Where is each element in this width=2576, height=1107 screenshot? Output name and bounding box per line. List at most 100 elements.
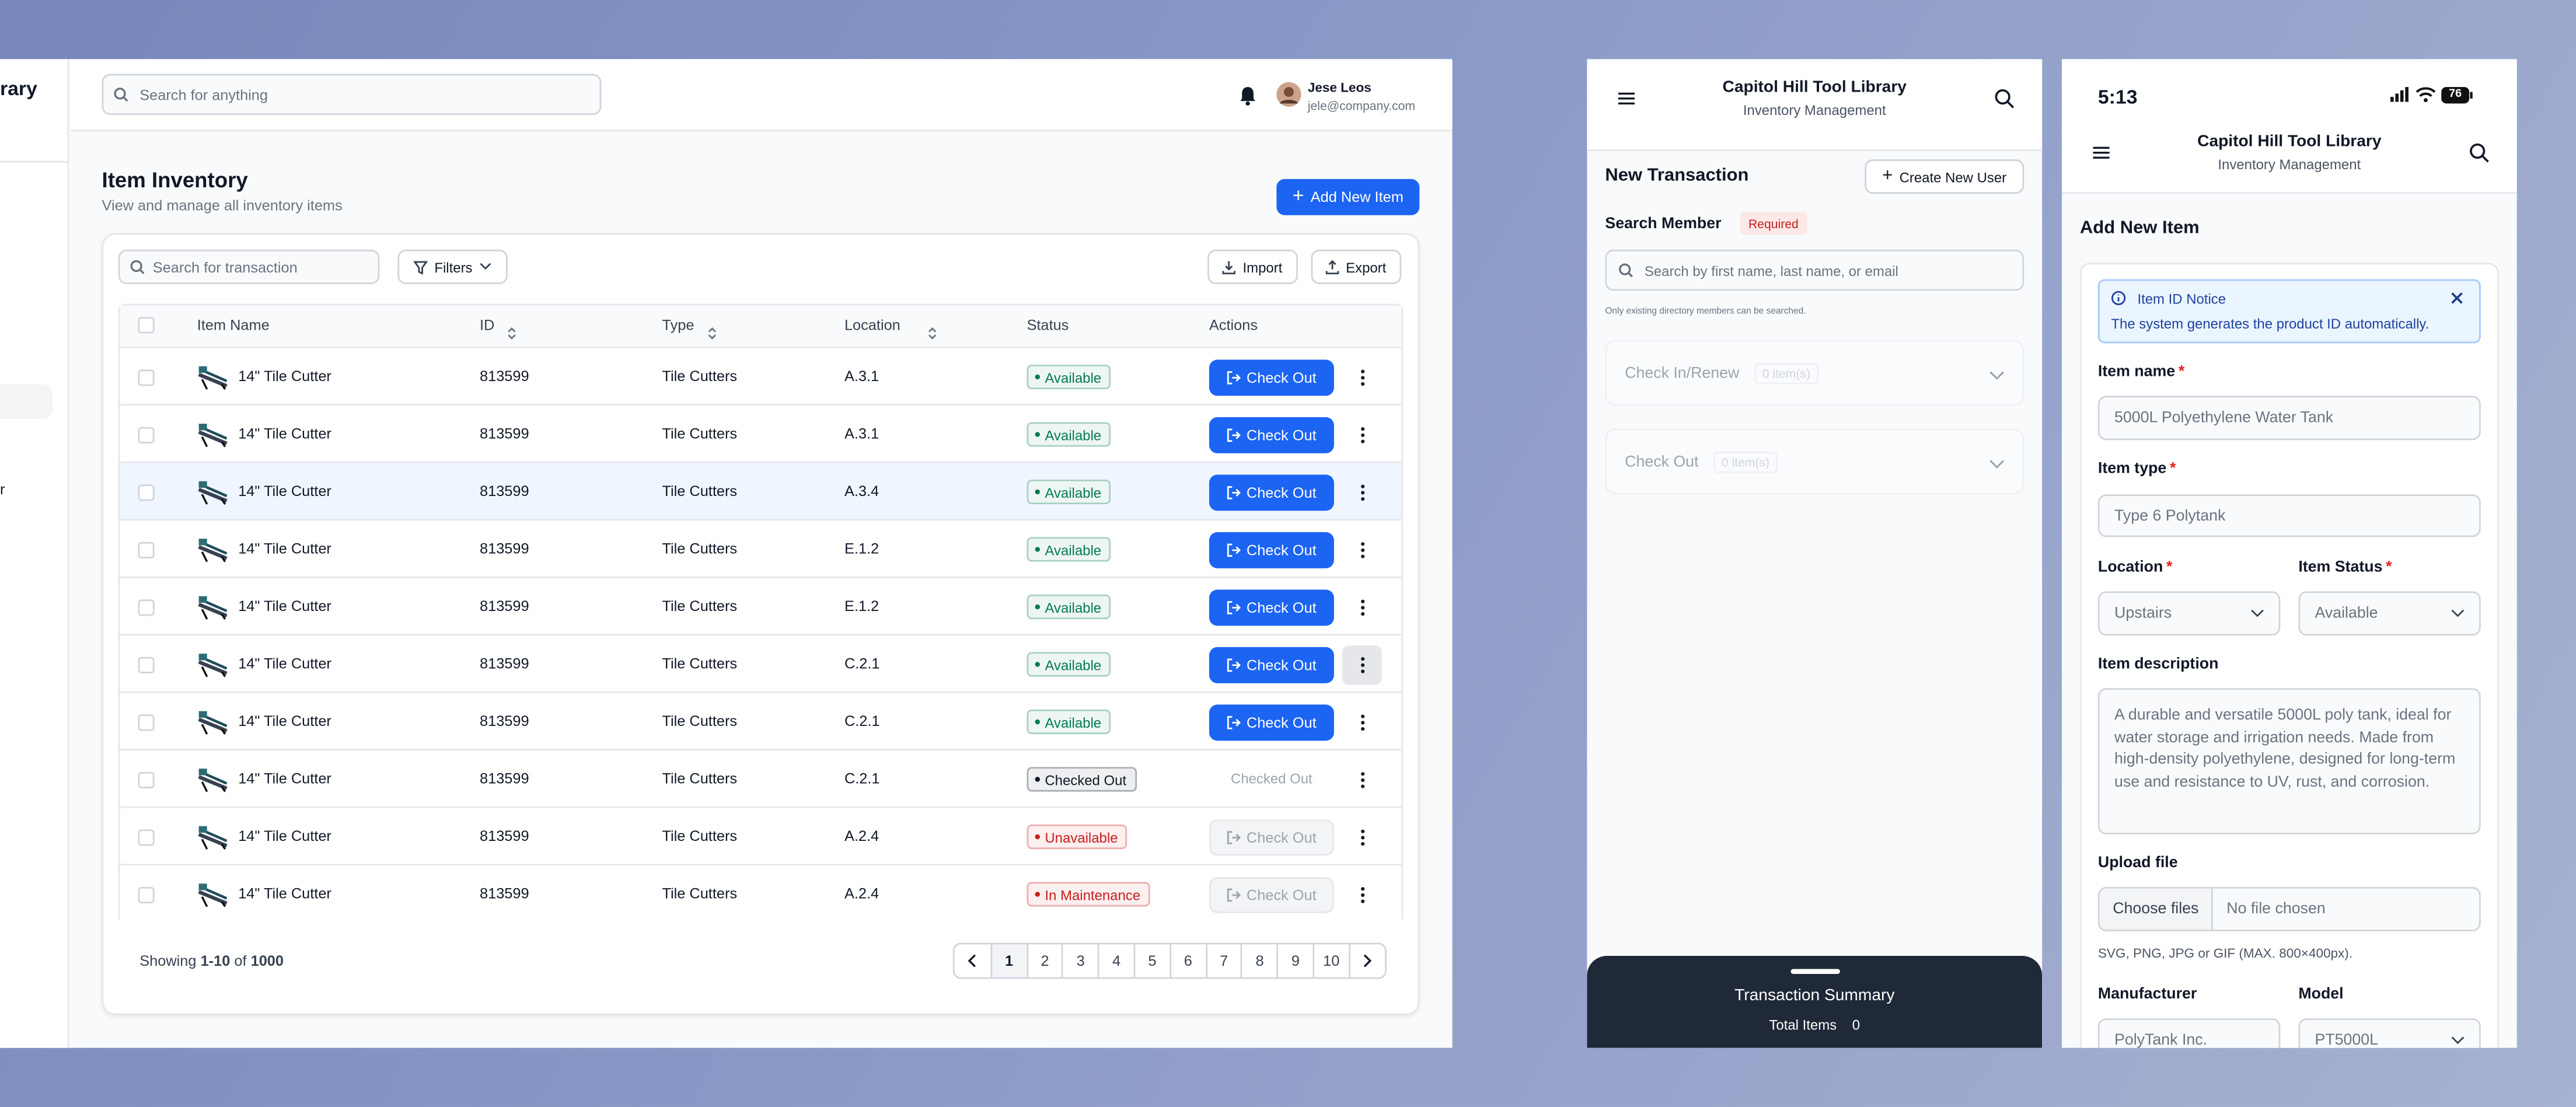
- accordion-panel[interactable]: Check Out 0 item(s): [1605, 428, 2025, 495]
- more-button[interactable]: [1342, 817, 1382, 857]
- page-button[interactable]: 4: [1098, 944, 1133, 977]
- table-row[interactable]: [120, 521, 1402, 578]
- page-button[interactable]: 7: [1205, 944, 1241, 977]
- page-button[interactable]: 10: [1313, 944, 1348, 977]
- table-row[interactable]: [120, 406, 1402, 463]
- prev-page[interactable]: [955, 944, 990, 977]
- sort-icon[interactable]: [928, 319, 936, 348]
- global-search[interactable]: Search for anything: [102, 74, 602, 116]
- description-textarea[interactable]: A durable and versatile 5000L poly tank,…: [2097, 688, 2481, 834]
- column-header[interactable]: Type: [662, 317, 694, 334]
- page-button[interactable]: 9: [1276, 944, 1313, 977]
- kebab-icon: [1360, 599, 1364, 615]
- item-thumbnail: [197, 766, 230, 801]
- check-out-button[interactable]: Check Out: [1209, 531, 1334, 568]
- icon-shape: [198, 372, 228, 387]
- checkbox[interactable]: [138, 713, 155, 731]
- table-row[interactable]: [120, 865, 1402, 923]
- table-row[interactable]: [120, 635, 1402, 693]
- file-input[interactable]: Choose files No file chosen: [2097, 886, 2481, 931]
- member-search[interactable]: Search by first name, last name, or emai…: [1605, 249, 2025, 291]
- page-button[interactable]: 1: [990, 944, 1027, 977]
- checkbox[interactable]: [138, 598, 155, 616]
- check-out-button[interactable]: Check Out: [1209, 358, 1334, 395]
- check-out-button[interactable]: Check Out: [1209, 646, 1334, 683]
- more-button[interactable]: [1342, 644, 1382, 685]
- more-button[interactable]: [1342, 530, 1382, 570]
- status-select[interactable]: Available: [2298, 591, 2481, 636]
- table-row[interactable]: [120, 808, 1402, 866]
- more-button[interactable]: [1342, 587, 1382, 627]
- checkbox[interactable]: [138, 483, 155, 501]
- status-text: Available: [1045, 483, 1102, 501]
- close-icon[interactable]: [2451, 292, 2463, 304]
- menu-icon[interactable]: [2093, 146, 2110, 159]
- more-button[interactable]: [1342, 415, 1382, 455]
- model-select[interactable]: PT5000L: [2298, 1018, 2481, 1048]
- import-button[interactable]: Import: [1207, 249, 1298, 284]
- export-button[interactable]: Export: [1311, 249, 1402, 284]
- table-search[interactable]: Search for transaction: [118, 249, 380, 284]
- next-page[interactable]: [1348, 944, 1384, 977]
- create-user-button[interactable]: + Create New User: [1865, 159, 2025, 194]
- table-row[interactable]: [120, 750, 1402, 808]
- check-out-button[interactable]: Check Out: [1209, 473, 1334, 510]
- icon-shape: [198, 774, 228, 790]
- panel-label: Check Out: [1625, 452, 1699, 471]
- icon-shape: [1989, 460, 2005, 469]
- menu-icon[interactable]: [1618, 92, 1635, 106]
- search-icon[interactable]: [1995, 89, 2015, 109]
- more-button[interactable]: [1342, 357, 1382, 397]
- checkbox[interactable]: [138, 426, 155, 443]
- checkbox[interactable]: [138, 771, 155, 788]
- bell-icon[interactable]: [1239, 85, 1257, 106]
- icon-shape: [1360, 669, 1364, 673]
- page-button[interactable]: 6: [1169, 944, 1205, 977]
- app-subtitle: Inventory Management: [1743, 102, 1886, 118]
- status-dot: [1035, 662, 1040, 667]
- more-button[interactable]: [1342, 702, 1382, 742]
- page-button[interactable]: 8: [1241, 944, 1276, 977]
- sidebar-item: r: [0, 481, 5, 498]
- check-out-button[interactable]: Check Out: [1209, 588, 1334, 625]
- item-type-input[interactable]: Type 6 Polytank: [2097, 494, 2481, 537]
- icon-shape: [1363, 954, 1371, 968]
- checkbox[interactable]: [138, 828, 155, 846]
- filters-button[interactable]: Filters: [397, 249, 508, 284]
- checkbox[interactable]: [138, 368, 155, 386]
- page-button[interactable]: 2: [1026, 944, 1062, 977]
- table-row[interactable]: [120, 463, 1402, 521]
- check-out-button[interactable]: Check Out: [1209, 704, 1334, 740]
- column-header[interactable]: Location: [844, 317, 900, 334]
- sort-icon[interactable]: [508, 319, 516, 348]
- checkbox[interactable]: [138, 656, 155, 673]
- icon-shape: [1227, 543, 1241, 556]
- search-icon[interactable]: [2469, 143, 2489, 163]
- table-row[interactable]: [120, 693, 1402, 751]
- check-out-button[interactable]: Check Out: [1209, 416, 1334, 453]
- location-select[interactable]: Upstairs: [2097, 591, 2281, 636]
- choose-button[interactable]: Choose files: [2099, 888, 2214, 930]
- sort-icon[interactable]: [708, 319, 717, 348]
- exit-icon: [1227, 715, 1241, 729]
- more-button[interactable]: [1342, 760, 1382, 799]
- checkbox[interactable]: [138, 317, 155, 334]
- item-name: 14" Tile Cutter: [238, 885, 331, 902]
- manufacturer-input[interactable]: PolyTank Inc.: [2097, 1018, 2281, 1048]
- checkbox[interactable]: [138, 541, 155, 558]
- more-button[interactable]: [1342, 875, 1382, 914]
- accordion-panel[interactable]: Check In/Renew 0 item(s): [1605, 340, 2025, 406]
- add-item-button[interactable]: + Add New Item: [1276, 179, 1420, 215]
- page-button[interactable]: 5: [1133, 944, 1169, 977]
- avatar[interactable]: [1276, 82, 1301, 107]
- page-button[interactable]: 3: [1062, 944, 1098, 977]
- status-text: Checked Out: [1045, 771, 1127, 788]
- chevron-right: [1363, 954, 1371, 968]
- column-header[interactable]: ID: [480, 317, 495, 334]
- table-row[interactable]: [120, 578, 1402, 636]
- table-row[interactable]: [120, 348, 1402, 406]
- icon-shape: [1360, 490, 1364, 494]
- item-name-input[interactable]: 5000L Polyethylene Water Tank: [2097, 396, 2481, 441]
- more-button[interactable]: [1342, 472, 1382, 512]
- checkbox[interactable]: [138, 886, 155, 903]
